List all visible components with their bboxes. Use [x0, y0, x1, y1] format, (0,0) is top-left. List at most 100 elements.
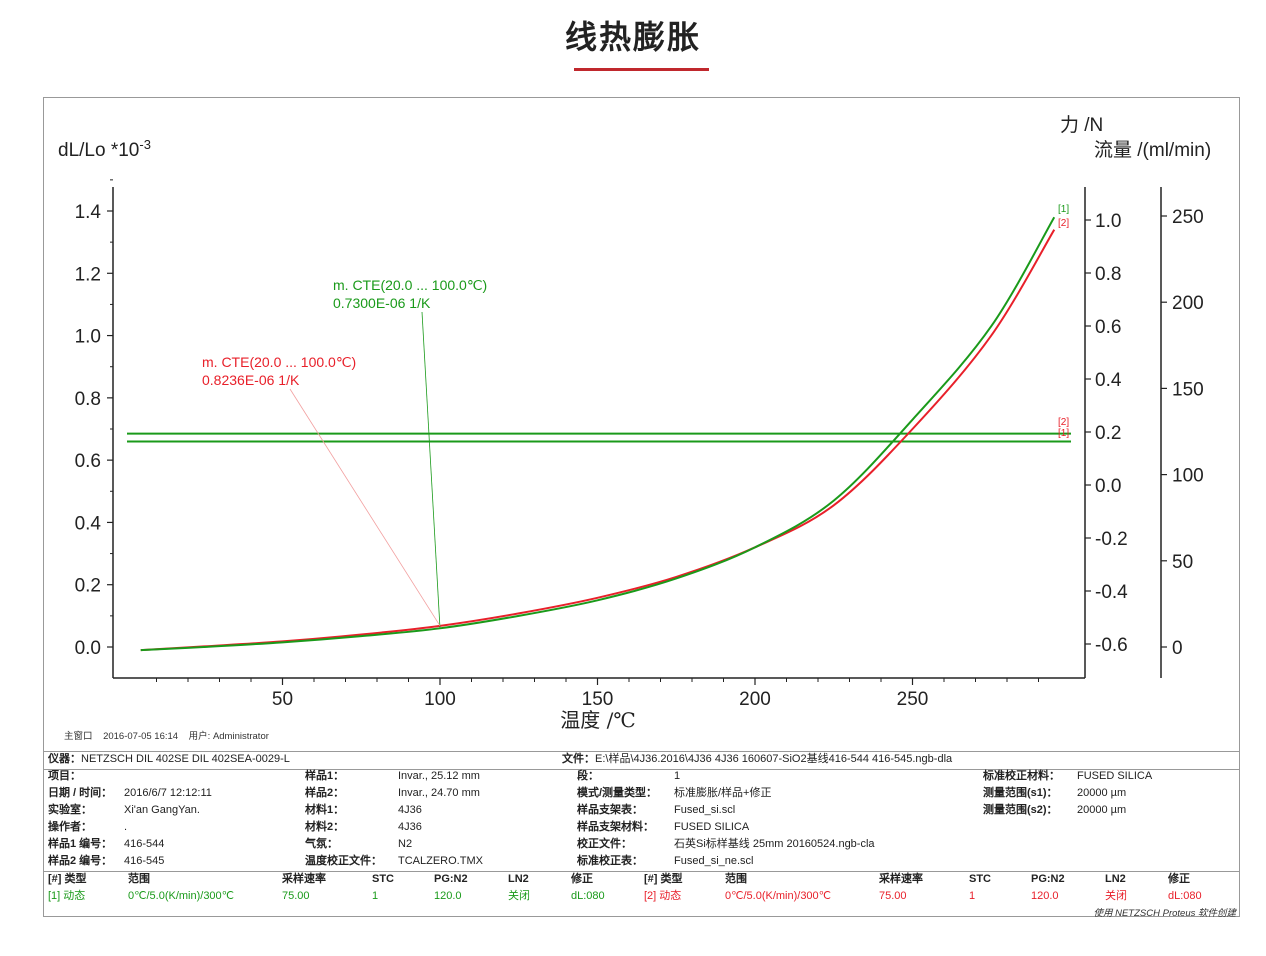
- y-axis-title-base: dL/Lo *10: [58, 140, 139, 161]
- info-label: 标准校正表：: [577, 855, 643, 867]
- footer-note: 使用 NETZSCH Proteus 软件创建: [1093, 908, 1236, 919]
- info-label: 日期 / 时间：: [48, 787, 113, 799]
- segment-header: LN2: [508, 873, 529, 885]
- segment-2-cell: dL:080: [1168, 890, 1202, 902]
- title-underline: [574, 68, 709, 71]
- y-tick-label: 0.0: [75, 638, 101, 659]
- segment-divider: [44, 871, 1239, 872]
- info-value: 416-545: [124, 855, 165, 867]
- segment-1-cell: [1] 动态: [48, 890, 86, 902]
- segment-2-cell: 关闭: [1105, 890, 1127, 902]
- end-marker: [1]: [1058, 204, 1069, 215]
- segment-1-cell: 75.00: [282, 890, 310, 902]
- segment-header: 范围: [725, 873, 747, 885]
- force-tick-label: -0.2: [1095, 529, 1128, 550]
- force-tick-label: 0.8: [1095, 264, 1121, 285]
- x-axis-title: 温度 /℃: [560, 708, 635, 732]
- force-tick-label: 1.0: [1095, 211, 1121, 232]
- info-value: Fused_si.scl: [674, 804, 736, 816]
- force-tick-label: 0.6: [1095, 317, 1121, 338]
- segment-1-cell: 0℃/5.0(K/min)/300℃: [128, 890, 235, 902]
- flow-tick-label: 250: [1172, 207, 1204, 228]
- x-tick-label: 250: [897, 689, 929, 710]
- info-label: 样品1：: [305, 770, 345, 782]
- info-value: 4J36: [398, 804, 422, 816]
- meta-line: 主窗口 2016-07-05 16:14 用户: Administrator: [64, 728, 269, 742]
- end-marker: [1]: [1058, 428, 1069, 439]
- x-tick-label: 100: [424, 689, 456, 710]
- segment-2-cell: 120.0: [1031, 890, 1059, 902]
- force-axis-title: 力 /N: [1060, 114, 1103, 136]
- flow-tick-label: 100: [1172, 466, 1204, 487]
- info-label: 标准校正材料：: [983, 770, 1060, 782]
- info-value: Invar., 25.12 mm: [398, 770, 480, 782]
- flow-tick-label: 50: [1172, 552, 1193, 573]
- info-value: 1: [674, 770, 681, 782]
- y-tick-label: 1.0: [75, 327, 101, 348]
- info-value: 石英Si标样基线 25mm 20160524.ngb-cla: [674, 838, 875, 850]
- segment-header: LN2: [1105, 873, 1126, 885]
- instrument-value: NETZSCH DIL 402SE DIL 402SEA-0029-L: [81, 753, 290, 765]
- segment-header: 修正: [571, 873, 593, 885]
- y-axis-title-exp: -3: [139, 137, 151, 152]
- segment-header: [#] 类型: [644, 873, 683, 885]
- info-value: 20000 µm: [1077, 787, 1127, 799]
- x-tick-label: 200: [739, 689, 771, 710]
- info-value: 2016/6/7 12:12:11: [124, 787, 212, 799]
- instrument-label: 仪器：NETZSCH DIL 402SE DIL 402SEA-0029-L: [48, 753, 290, 765]
- flow-tick-label: 0: [1172, 638, 1183, 659]
- end-marker: [2]: [1058, 417, 1069, 428]
- end-marker: [2]: [1058, 218, 1069, 229]
- y-axis-title: dL/Lo *10-3: [58, 137, 151, 161]
- info-value: 416-544: [124, 838, 165, 850]
- info-label: 样品支架表：: [577, 804, 643, 816]
- y-tick-label: 1.2: [75, 264, 101, 285]
- info-value: .: [124, 821, 128, 833]
- info-value: TCALZERO.TMX: [398, 855, 483, 867]
- y-tick-label: 0.2: [75, 576, 101, 597]
- series-line: [140, 216, 1056, 652]
- info-label: 温度校正文件：: [305, 855, 382, 867]
- info-label: 材料2：: [305, 821, 345, 833]
- x-tick-label: 150: [582, 689, 614, 710]
- flow-tick-label: 150: [1172, 379, 1204, 400]
- info-value: N2: [398, 838, 413, 850]
- annotation-leader-red: [289, 388, 441, 627]
- info-label: 模式/测量类型：: [577, 787, 658, 799]
- annotation-red-line1: m. CTE(20.0 ... 100.0℃): [202, 354, 356, 370]
- info-label: 测量范围(s1)：: [983, 787, 1058, 799]
- segment-header: [#] 类型: [48, 873, 87, 885]
- info-value: Fused_si_ne.scl: [674, 855, 754, 867]
- segment-1-cell: 关闭: [508, 890, 530, 902]
- force-tick-label: 0.4: [1095, 370, 1122, 391]
- info-label: 测量范围(s2)：: [983, 804, 1058, 816]
- force-tick-label: -0.6: [1095, 635, 1128, 656]
- flow-tick-label: 200: [1172, 293, 1204, 314]
- y-tick-label: 0.8: [75, 389, 101, 410]
- info-value: Xi'an GangYan.: [124, 804, 200, 816]
- file-label: 文件：E:\样品\4J36.2016\4J36 4J36 160607-SiO2…: [562, 753, 953, 765]
- chart-frame: [43, 97, 1240, 917]
- force-tick-label: 0.0: [1095, 476, 1121, 497]
- info-label: 样品支架材料：: [577, 821, 654, 833]
- info-value: Invar., 24.70 mm: [398, 787, 480, 799]
- meta-user-label: 用户:: [188, 731, 211, 742]
- segment-2-cell: 75.00: [879, 890, 907, 902]
- segment-header: STC: [969, 873, 991, 885]
- y-tick-label: 0.6: [75, 451, 101, 472]
- segment-2-cell: [2] 动态: [644, 890, 682, 902]
- meta-main-window: 主窗口: [64, 731, 93, 742]
- info-label: 样品2：: [305, 787, 345, 799]
- annotation-leader-green: [421, 311, 441, 629]
- info-label: 样品1 编号：: [48, 838, 113, 850]
- info-label: 项目：: [48, 770, 81, 782]
- segment-2-cell: 0℃/5.0(K/min)/300℃: [725, 890, 832, 902]
- segment-header: 采样速率: [879, 873, 923, 885]
- annotation-red-line2: 0.8236E-06 1/K: [202, 372, 300, 388]
- segment-1-cell: 120.0: [434, 890, 462, 902]
- segment-1-cell: 1: [372, 890, 379, 902]
- meta-user: Administrator: [212, 731, 269, 742]
- y-tick-label: 1.4: [75, 202, 102, 223]
- y-tick-label: 0.4: [75, 513, 102, 534]
- info-label: 样品2 编号：: [48, 855, 113, 867]
